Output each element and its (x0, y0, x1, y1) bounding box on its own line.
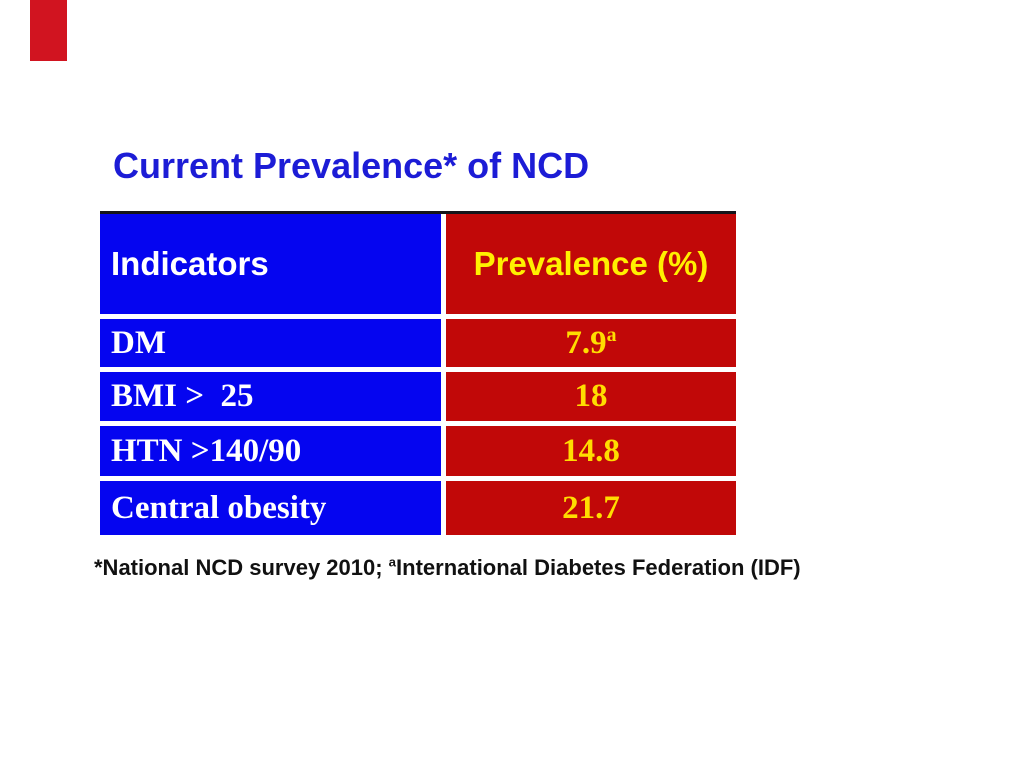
footnote: *National NCD survey 2010; aInternationa… (94, 555, 801, 581)
row-label: HTN >140/90 (111, 432, 302, 469)
table-row-htn-value: 14.8 (446, 426, 736, 476)
table-header-prevalence-label: Prevalence (%) (473, 245, 709, 282)
row-label: BMI > 25 (111, 378, 254, 414)
table-row-central-obesity-indicator: Central obesity (100, 481, 441, 535)
row-value-number: 21.7 (562, 489, 620, 526)
red-ribbon-decoration (30, 0, 67, 61)
row-value-number: 14.8 (562, 432, 620, 469)
row-label: DM (111, 324, 166, 361)
row-value: 18 (575, 378, 608, 415)
row-value: 14.8 (562, 433, 620, 470)
footnote-superscript: a (388, 554, 397, 570)
footnote-text-start: *National NCD survey 2010; (94, 555, 389, 580)
row-value: 7.9a (565, 325, 616, 362)
table-row-htn-indicator: HTN >140/90 (100, 426, 441, 476)
table-row-central-obesity-value: 21.7 (446, 481, 736, 535)
row-value-superscript: a (606, 323, 617, 346)
table-row-bmi-indicator: BMI > 25 (100, 372, 441, 421)
row-value-number: 18 (574, 378, 608, 414)
table-header-indicators: Indicators (100, 214, 441, 314)
row-label: Central obesity (111, 489, 327, 526)
table-header-indicators-label: Indicators (111, 245, 269, 282)
row-value: 21.7 (562, 490, 620, 527)
prevalence-table: Indicators Prevalence (%) DM 7.9a BMI > … (100, 211, 736, 535)
table-row-dm-value: 7.9a (446, 319, 736, 367)
row-value-number: 7.9 (565, 324, 607, 361)
slide-title: Current Prevalence* of NCD (113, 145, 590, 186)
table-row-bmi-value: 18 (446, 372, 736, 421)
footnote-text-end: International Diabetes Federation (IDF) (396, 555, 801, 580)
table-row-dm-indicator: DM (100, 319, 441, 367)
table-header-prevalence: Prevalence (%) (446, 214, 736, 314)
